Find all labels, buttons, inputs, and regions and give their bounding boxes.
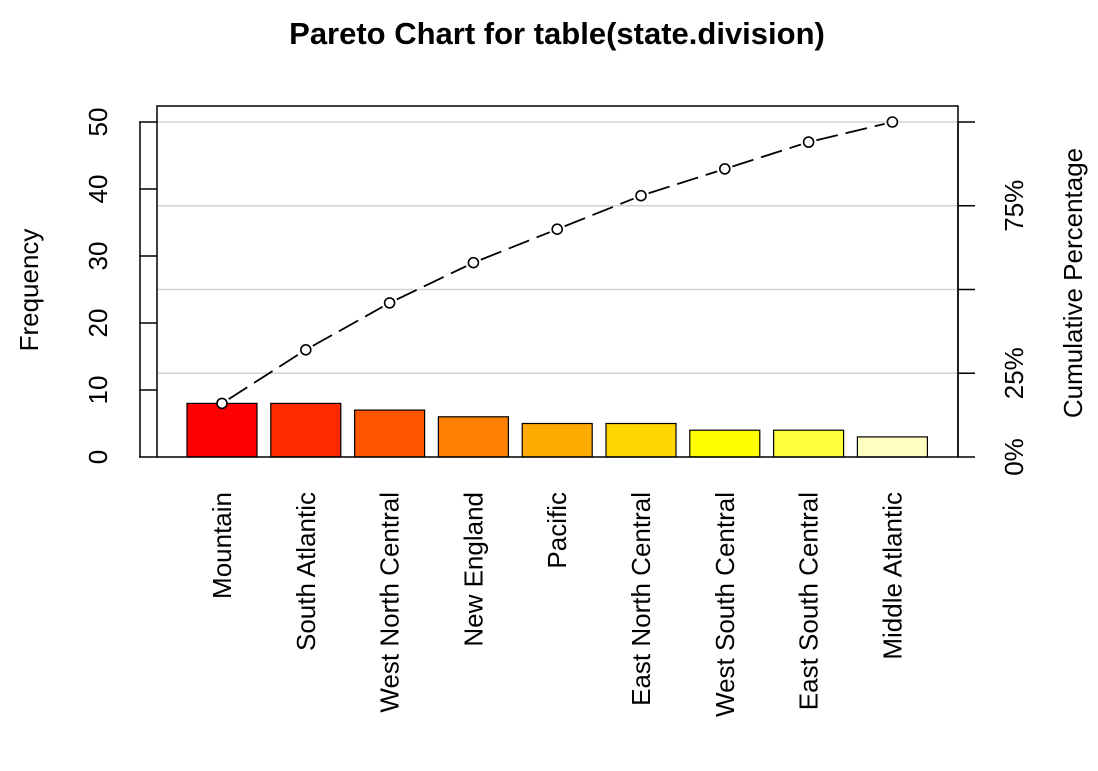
cumulative-point: [635, 189, 647, 202]
category-labels: Mountain South Atlantic West North Central…: [207, 492, 907, 717]
category-label: Middle Atlantic: [877, 492, 907, 660]
grid-lines: [157, 121, 958, 374]
cumulative-line-segment: [816, 122, 885, 142]
bar: [605, 422, 677, 458]
bar: [856, 436, 929, 458]
cumulative-line: [216, 116, 899, 410]
category-label: West South Central: [710, 492, 740, 717]
category-label: New England: [458, 492, 488, 647]
cumulative-point: [467, 256, 480, 269]
cumulative-point: [216, 397, 228, 410]
y-axis-label: Frequency: [14, 229, 44, 352]
bar: [772, 429, 845, 458]
cumulative-point: [383, 297, 396, 309]
category-label: Pacific: [542, 492, 572, 569]
y-tick-label: 10: [83, 376, 113, 405]
y-tick-label: 0: [83, 450, 113, 464]
bars: [186, 402, 929, 458]
y2-tick-label: 75%: [999, 180, 1029, 232]
cumulative-point: [886, 116, 899, 128]
cumulative-line-segment: [396, 265, 467, 301]
cumulative-point: [551, 223, 564, 235]
cumulative-line-segment: [312, 306, 384, 347]
y-tick-label: 40: [83, 175, 113, 204]
y2-axis: 0% 25% 75%: [957, 121, 1029, 476]
y2-tick-label: 25%: [999, 347, 1029, 399]
bar: [270, 402, 342, 458]
cumulative-point: [718, 163, 731, 175]
y-tick-label: 50: [83, 108, 113, 137]
y-axis: 0 10 20 30 40 50: [83, 108, 157, 464]
cumulative-line-segment: [732, 143, 802, 168]
bar: [521, 422, 593, 458]
y-tick-label: 30: [83, 242, 113, 271]
bar: [186, 402, 258, 458]
bar: [437, 416, 509, 458]
cumulative-line-segment: [564, 197, 634, 228]
y2-tick-label: 0%: [999, 438, 1029, 476]
cumulative-line-segment: [480, 231, 551, 261]
cumulative-line-segment: [648, 170, 718, 195]
category-label: East South Central: [794, 492, 824, 710]
category-label: West North Central: [375, 492, 405, 713]
bar: [689, 429, 761, 458]
y-tick-label: 20: [83, 309, 113, 338]
bar: [354, 409, 426, 458]
chart-title: Pareto Chart for table(state.division): [289, 16, 825, 51]
cumulative-point: [299, 343, 312, 356]
category-label: Mountain: [207, 492, 237, 599]
y2-axis-label: Cumulative Percentage: [1058, 148, 1088, 418]
cumulative-point: [802, 136, 815, 148]
category-label: South Atlantic: [291, 492, 321, 651]
cumulative-line-segment: [228, 353, 300, 400]
category-label: East North Central: [626, 492, 656, 706]
